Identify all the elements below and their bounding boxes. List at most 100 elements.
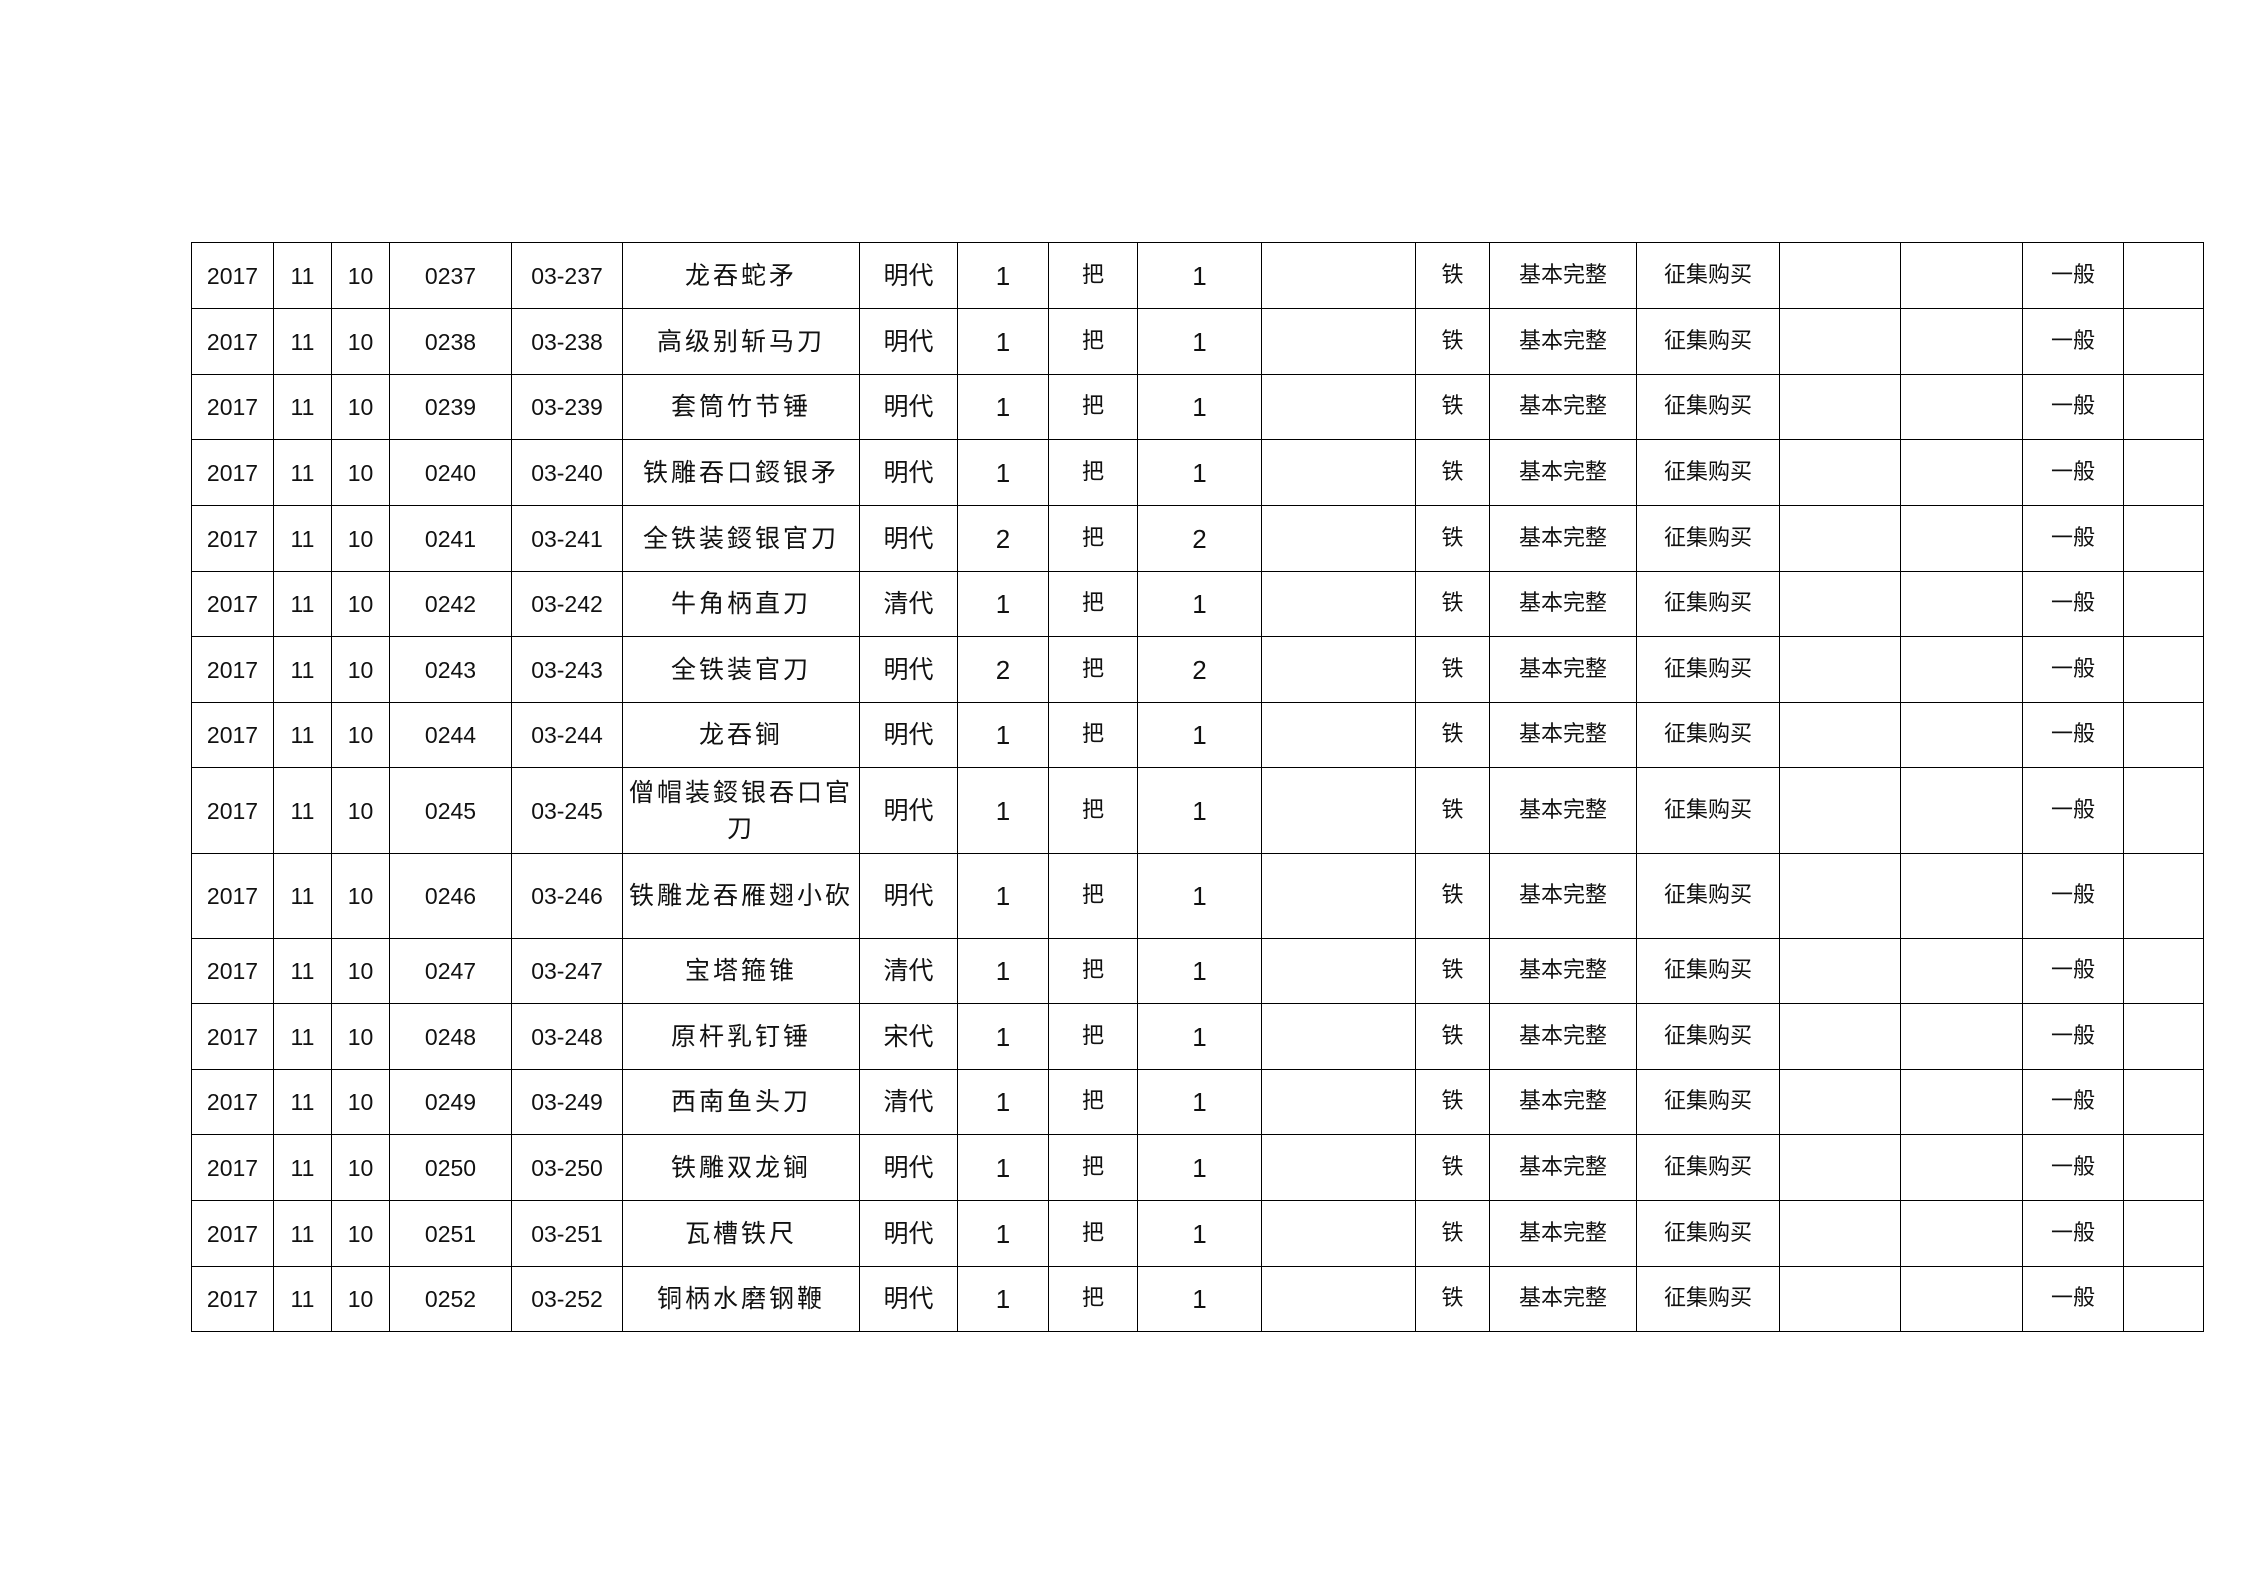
table-row: 2017 11 10 0238 03-238 高级别斩马刀 明代 1 把 1 铁基本完整 征集购买 一般 bbox=[191, 308, 2204, 375]
condition-cell: 基本完整 bbox=[1489, 374, 1637, 440]
source-cell: 征集购买 bbox=[1636, 242, 1780, 309]
year-cell: 2017 bbox=[191, 1134, 274, 1201]
empty-cell bbox=[1779, 1266, 1901, 1332]
era-cell: 明代 bbox=[859, 767, 958, 854]
era-cell: 明代 bbox=[859, 853, 958, 939]
empty-cell bbox=[1261, 242, 1416, 309]
empty-cell bbox=[2123, 636, 2204, 703]
day-cell: 10 bbox=[331, 571, 390, 637]
material-cell: 铁 bbox=[1415, 571, 1490, 637]
item-name-cell: 宝塔箍锥 bbox=[622, 938, 860, 1004]
source-cell: 征集购买 bbox=[1636, 853, 1780, 939]
material-cell: 铁 bbox=[1415, 374, 1490, 440]
grade-cell: 一般 bbox=[2022, 505, 2124, 572]
source-cell: 征集购买 bbox=[1636, 1003, 1780, 1070]
table-row: 2017 11 10 0241 03-241 全铁装鋄银官刀 明代 2 把 2 铁基本完整 征集购买一… bbox=[191, 505, 2204, 572]
sequence-number-cell: 0243 bbox=[389, 636, 512, 703]
condition-cell: 基本完整 bbox=[1489, 767, 1637, 854]
empty-cell bbox=[1779, 242, 1901, 309]
quantity-cell: 1 bbox=[957, 1003, 1049, 1070]
empty-cell bbox=[1261, 374, 1416, 440]
empty-cell bbox=[1779, 505, 1901, 572]
year-cell: 2017 bbox=[191, 439, 274, 506]
empty-cell bbox=[2123, 1069, 2204, 1135]
material-cell: 铁 bbox=[1415, 1134, 1490, 1201]
empty-cell bbox=[1261, 702, 1416, 768]
era-cell: 清代 bbox=[859, 1069, 958, 1135]
catalog-code-cell: 03-248 bbox=[511, 1003, 623, 1070]
empty-cell bbox=[1261, 1069, 1416, 1135]
grade-cell: 一般 bbox=[2022, 938, 2124, 1004]
era-cell: 明代 bbox=[859, 1134, 958, 1201]
material-cell: 铁 bbox=[1415, 702, 1490, 768]
empty-cell bbox=[1779, 853, 1901, 939]
catalog-code-cell: 03-237 bbox=[511, 242, 623, 309]
table-row: 2017 11 10 0247 03-247 宝塔箍锥 清代 1 把 1 铁基本完整 征集购买 一般 bbox=[191, 938, 2204, 1004]
count-cell: 1 bbox=[1137, 1069, 1262, 1135]
catalog-code-cell: 03-252 bbox=[511, 1266, 623, 1332]
material-cell: 铁 bbox=[1415, 938, 1490, 1004]
source-cell: 征集购买 bbox=[1636, 571, 1780, 637]
unit-cell: 把 bbox=[1048, 1003, 1138, 1070]
month-cell: 11 bbox=[273, 767, 332, 854]
year-cell: 2017 bbox=[191, 1200, 274, 1267]
sequence-number-cell: 0240 bbox=[389, 439, 512, 506]
condition-cell: 基本完整 bbox=[1489, 636, 1637, 703]
month-cell: 11 bbox=[273, 1003, 332, 1070]
empty-cell bbox=[1900, 439, 2023, 506]
empty-cell bbox=[1900, 1200, 2023, 1267]
empty-cell bbox=[1779, 308, 1901, 375]
catalog-code-cell: 03-245 bbox=[511, 767, 623, 854]
table-row: 2017 11 10 0244 03-244 龙吞锏 明代 1 把 1 铁基本完整 征集购买 一般 bbox=[191, 702, 2204, 768]
source-cell: 征集购买 bbox=[1636, 938, 1780, 1004]
empty-cell bbox=[1900, 938, 2023, 1004]
count-cell: 1 bbox=[1137, 308, 1262, 375]
month-cell: 11 bbox=[273, 1134, 332, 1201]
quantity-cell: 1 bbox=[957, 767, 1049, 854]
item-name-cell: 龙吞蛇矛 bbox=[622, 242, 860, 309]
empty-cell bbox=[1261, 505, 1416, 572]
quantity-cell: 1 bbox=[957, 1266, 1049, 1332]
quantity-cell: 1 bbox=[957, 938, 1049, 1004]
month-cell: 11 bbox=[273, 1200, 332, 1267]
era-cell: 清代 bbox=[859, 938, 958, 1004]
catalog-code-cell: 03-240 bbox=[511, 439, 623, 506]
day-cell: 10 bbox=[331, 702, 390, 768]
era-cell: 明代 bbox=[859, 1266, 958, 1332]
catalog-code-cell: 03-244 bbox=[511, 702, 623, 768]
year-cell: 2017 bbox=[191, 1003, 274, 1070]
count-cell: 1 bbox=[1137, 439, 1262, 506]
count-cell: 1 bbox=[1137, 938, 1262, 1004]
grade-cell: 一般 bbox=[2022, 702, 2124, 768]
empty-cell bbox=[1261, 308, 1416, 375]
grade-cell: 一般 bbox=[2022, 374, 2124, 440]
year-cell: 2017 bbox=[191, 571, 274, 637]
year-cell: 2017 bbox=[191, 1266, 274, 1332]
table-row: 2017 11 10 0243 03-243 全铁装官刀 明代 2 把 2 铁基本完整 征集购买 一般 bbox=[191, 636, 2204, 703]
day-cell: 10 bbox=[331, 1069, 390, 1135]
empty-cell bbox=[2123, 702, 2204, 768]
table-row: 2017 11 10 0252 03-252 铜柄水磨钢鞭 明代 1 把 1 铁基本完整 征集购买 一般 bbox=[191, 1266, 2204, 1332]
table-row: 2017 11 10 0248 03-248 原杆乳钉锤 宋代 1 把 1 铁基本完整 征集购买 一般 bbox=[191, 1003, 2204, 1070]
grade-cell: 一般 bbox=[2022, 853, 2124, 939]
unit-cell: 把 bbox=[1048, 767, 1138, 854]
unit-cell: 把 bbox=[1048, 1200, 1138, 1267]
sequence-number-cell: 0241 bbox=[389, 505, 512, 572]
catalog-code-cell: 03-246 bbox=[511, 853, 623, 939]
empty-cell bbox=[1261, 439, 1416, 506]
item-name-cell: 铁雕吞口鋄银矛 bbox=[622, 439, 860, 506]
year-cell: 2017 bbox=[191, 1069, 274, 1135]
empty-cell bbox=[1900, 767, 2023, 854]
quantity-cell: 2 bbox=[957, 505, 1049, 572]
material-cell: 铁 bbox=[1415, 1200, 1490, 1267]
sequence-number-cell: 0251 bbox=[389, 1200, 512, 1267]
source-cell: 征集购买 bbox=[1636, 374, 1780, 440]
quantity-cell: 1 bbox=[957, 1134, 1049, 1201]
quantity-cell: 1 bbox=[957, 439, 1049, 506]
source-cell: 征集购买 bbox=[1636, 702, 1780, 768]
empty-cell bbox=[1900, 1134, 2023, 1201]
table-row: 2017 11 10 0246 03-246 铁雕龙吞雁翅小砍 明代 1 把 1 铁基本完整 征集购买… bbox=[191, 853, 2204, 939]
condition-cell: 基本完整 bbox=[1489, 439, 1637, 506]
empty-cell bbox=[1261, 938, 1416, 1004]
era-cell: 明代 bbox=[859, 505, 958, 572]
